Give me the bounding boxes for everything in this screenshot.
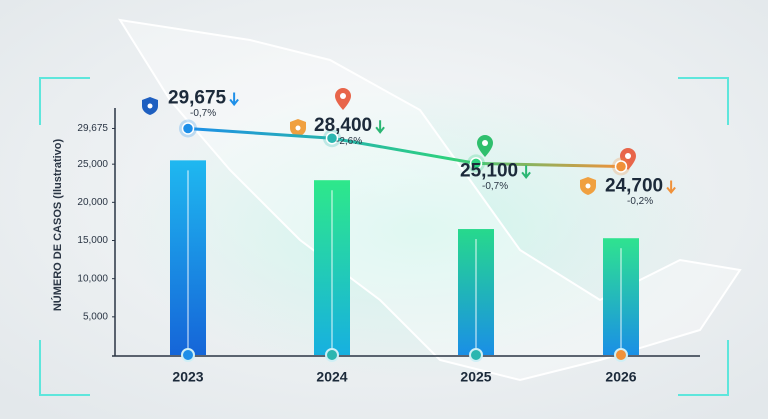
point [325,131,339,145]
x-tick-label: 2025 [460,369,491,385]
y-tick-label: 25,000 [77,159,108,170]
trend-line [187,126,622,168]
badge-icon [142,97,158,115]
axis-dot [181,348,195,362]
x-tick-label: 2026 [605,369,636,385]
axis-dot [469,348,483,362]
value-label: 24,700 [605,175,663,196]
y-tick-label: 20,000 [77,197,108,208]
x-tick-label: 2023 [172,369,203,385]
map-glow [120,80,720,380]
pin-icon [477,135,493,157]
down-arrow [666,180,676,195]
point [469,157,483,170]
axis-dot [614,348,628,362]
shield-icon [580,177,596,195]
change-label: -0,7% [482,181,508,192]
down-arrow [521,165,531,180]
frame [39,77,729,396]
y-tick-label: 10,000 [77,273,108,284]
value-label: 25,100 [460,160,518,181]
value-label: 29,675 [168,87,227,108]
change-label: -0,7% [190,108,216,119]
y-axis-label: NÚMERO DE CASOS (Ilustrativo) [51,138,64,311]
point [181,122,195,135]
x-tick-label: 2024 [316,369,347,385]
change-label: -0,2% [627,196,653,207]
y-tick-label: 15,000 [77,235,108,246]
value-label: 28,400 [314,115,372,136]
map-outline [117,18,742,382]
down-arrow [229,92,239,107]
change-label: -2,6% [336,136,362,147]
down-arrow [375,120,385,134]
y-tick-label: 29,675 [77,123,108,134]
y-tick-label: 5,000 [83,311,108,322]
shield-icon [290,119,306,137]
point [614,160,628,173]
pin-icon [335,88,351,110]
axis-dot [325,348,339,362]
